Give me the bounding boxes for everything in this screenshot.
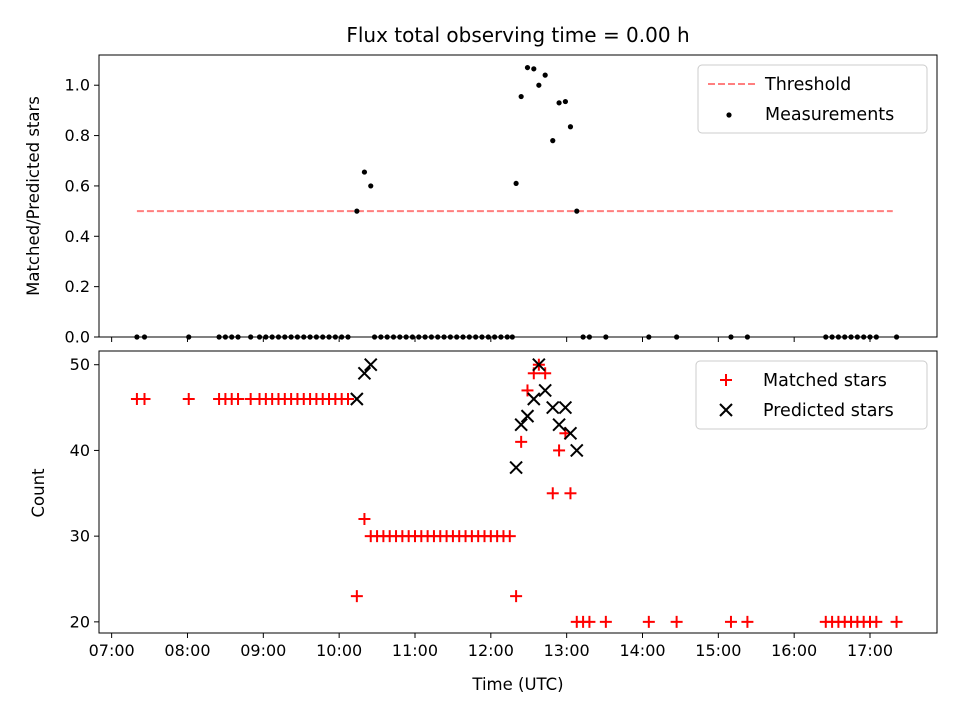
x-tick-label: 10:00	[316, 641, 362, 660]
matched-star-point	[539, 367, 552, 380]
top-legend-box	[697, 64, 928, 134]
top-y-axis: 0.0 0.2 0.4 0.6 0.8 1.0	[65, 76, 99, 347]
measurement-point	[574, 208, 580, 214]
predicted-star-point	[552, 418, 566, 432]
measurement-point	[542, 72, 548, 78]
measurement-point	[562, 98, 568, 105]
bottom-x-axis: 07:00 08:00 09:00 10:00 11:00 12:00 13:00 14:00…	[89, 633, 893, 660]
matched-star-point	[599, 615, 612, 628]
bottom-plot-area	[130, 358, 903, 628]
y-tick-label: 0.2	[65, 277, 90, 296]
legend-measurements-swatch	[726, 112, 732, 118]
measurement-point	[518, 93, 524, 100]
matched-star-point	[670, 615, 683, 628]
predicted-star-point	[514, 418, 528, 432]
bottom-panel: 20 30 40 50 07:00 08:00 09:00 10:00 11:00 12:00 1…	[29, 350, 938, 694]
x-tick-label: 15:00	[695, 641, 741, 660]
top-y-axis-label: Matched/Predicted stars	[24, 96, 43, 296]
top-plot-area	[134, 64, 900, 340]
measurement-point	[368, 183, 374, 189]
measurement-point	[361, 169, 368, 175]
x-tick-label: 16:00	[771, 641, 817, 660]
top-axes-frame	[98, 54, 938, 338]
matched-star-point	[583, 615, 596, 628]
matched-star-point	[503, 530, 516, 543]
bottom-y-axis: 20 30 40 50	[70, 355, 99, 631]
matched-star-point	[642, 615, 655, 628]
y-tick-label: 1.0	[65, 76, 90, 95]
chart-title: Flux total observing time = 0.00 h	[346, 23, 689, 47]
predicted-star-point	[546, 400, 560, 415]
bottom-y-axis-label: Count	[29, 468, 48, 518]
x-tick-label: 11:00	[392, 641, 438, 660]
matched-star-point	[564, 487, 577, 500]
x-tick-label: 14:00	[619, 641, 665, 660]
matched-star-point	[510, 590, 523, 603]
measurement-point	[354, 208, 360, 214]
matched-star-point	[741, 615, 754, 628]
legend-predicted-label: Predicted stars	[763, 401, 894, 421]
top-x-axis	[111, 337, 871, 342]
x-tick-label: 07:00	[89, 641, 135, 660]
bottom-x-axis-label: Time (UTC)	[471, 675, 563, 694]
x-tick-label: 13:00	[544, 641, 590, 660]
measurement-point	[536, 82, 542, 88]
y-tick-label: 0.4	[65, 227, 90, 246]
y-tick-label: 30	[70, 527, 90, 546]
y-tick-label: 0.8	[65, 126, 90, 145]
legend-threshold-label: Threshold	[764, 75, 851, 95]
matched-star-point	[890, 615, 903, 628]
predicted-star-point	[570, 443, 584, 458]
bottom-axes-frame	[98, 350, 938, 634]
matched-star-point	[350, 590, 363, 603]
predicted-star-point	[357, 366, 372, 380]
matched-star-point	[521, 384, 534, 397]
x-tick-label: 08:00	[164, 641, 210, 660]
predicted-star-point	[527, 392, 541, 406]
matched-star-point	[870, 615, 883, 628]
measurement-point	[531, 66, 537, 72]
matched-star-point	[724, 615, 737, 628]
predicted-star-point	[520, 409, 535, 423]
y-tick-label: 0.6	[65, 176, 90, 195]
top-legend: Threshold Measurements	[697, 64, 928, 134]
legend-matched-label: Matched stars	[763, 371, 887, 391]
y-tick-label: 40	[70, 441, 90, 460]
measurement-point	[567, 124, 574, 130]
bottom-legend-box	[695, 360, 928, 430]
matched-star-point	[553, 444, 566, 457]
measurement-point	[550, 138, 556, 144]
predicted-star-point	[538, 383, 552, 398]
y-tick-label: 50	[70, 355, 90, 374]
top-panel: 0.0 0.2 0.4 0.6 0.8 1.0 Matched/Predicted sta…	[24, 54, 938, 347]
legend-predicted-swatch	[719, 403, 733, 417]
x-tick-label: 17:00	[847, 641, 893, 660]
predicted-star-point	[364, 358, 378, 372]
measurement-point	[556, 100, 562, 106]
y-tick-label: 20	[70, 612, 90, 631]
predicted-star-point	[558, 400, 573, 415]
matched-star-point	[546, 487, 559, 500]
matched-star-point	[341, 393, 354, 405]
bottom-legend: Matched stars Predicted stars	[695, 360, 928, 430]
x-tick-label: 09:00	[240, 641, 286, 660]
matched-star-point	[138, 393, 151, 405]
predicted-star-point	[509, 460, 523, 475]
measurement-point	[513, 180, 519, 187]
predicted-star-point	[350, 392, 364, 406]
predicted-star-point	[532, 358, 546, 372]
legend-matched-swatch	[720, 374, 732, 386]
x-tick-label: 12:00	[468, 641, 514, 660]
predicted-star-point	[563, 426, 578, 440]
matched-star-point	[232, 393, 245, 405]
matched-star-point	[182, 393, 195, 405]
matched-star-point	[358, 513, 371, 525]
matched-star-point	[515, 435, 528, 448]
y-tick-label: 0.0	[65, 328, 90, 347]
measurement-point	[524, 64, 531, 71]
legend-measurements-label: Measurements	[765, 105, 894, 125]
